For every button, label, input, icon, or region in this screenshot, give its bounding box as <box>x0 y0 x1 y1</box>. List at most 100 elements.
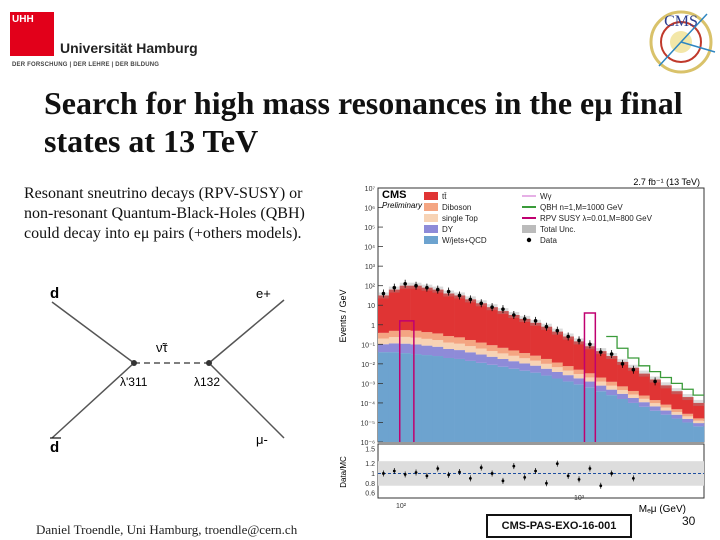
ratio-point <box>599 484 603 488</box>
bar-ttbar <box>682 397 694 414</box>
label-coupling-right: λ132 <box>194 375 220 389</box>
data-point <box>414 283 418 288</box>
feynman-diagram: d d e+ μ- ν̃τ λ'311 λ132 <box>50 285 285 456</box>
ratio-point <box>588 467 592 470</box>
y-tick-label: 10⁶ <box>364 206 375 213</box>
data-point <box>620 362 625 366</box>
ratio-point <box>447 473 451 477</box>
bar-ttbar <box>399 285 411 331</box>
uncertainty-band <box>693 399 704 406</box>
data-point <box>598 350 603 354</box>
bar-single-top <box>530 360 542 366</box>
bar-dy <box>649 406 661 411</box>
rpv-signal-line <box>583 312 597 442</box>
bar-dy <box>486 356 498 365</box>
bar-ttbar <box>693 402 705 419</box>
bar-diboson <box>530 355 542 361</box>
bar-single-top <box>617 390 629 394</box>
bar-wjets <box>410 354 422 442</box>
ratio-point <box>631 476 635 480</box>
bar-ttbar <box>530 322 542 356</box>
data-points <box>381 279 657 386</box>
bar-wjets <box>378 352 390 442</box>
x-axis-label: Mₑμ (GeV) <box>639 504 686 515</box>
y-tick-label: 10⁻⁵ <box>361 420 375 427</box>
bar-dy <box>627 397 640 403</box>
data-point <box>403 281 407 286</box>
page-number: 30 <box>682 514 696 528</box>
bar-single-top <box>443 342 455 349</box>
data-point <box>501 307 505 311</box>
bar-ttbar <box>606 356 618 382</box>
bar-dy <box>617 393 629 400</box>
label-d-bar: d <box>50 439 59 456</box>
bar-dy <box>573 378 585 385</box>
ratio-point <box>458 470 461 474</box>
university-logo-mark <box>10 12 54 56</box>
bar-wjets <box>595 391 607 442</box>
cms-logo-icon: CMS <box>645 2 717 74</box>
bar-wjets <box>671 418 683 442</box>
bar-dy <box>497 358 509 367</box>
legend-swatch <box>424 214 438 222</box>
legend-marker-data <box>526 237 532 243</box>
bar-wjets <box>606 395 618 442</box>
bar-diboson <box>378 332 390 339</box>
bar-ttbar <box>454 295 466 338</box>
bar-dy <box>682 418 694 423</box>
bar-ttbar <box>486 307 498 346</box>
university-tagline: DER FORSCHUNG | DER LEHRE | DER BILDUNG <box>12 62 160 68</box>
ratio-axis-label: Data/MC <box>339 456 348 488</box>
x-tick-1000: 10³ <box>574 495 585 502</box>
preliminary-label: Preliminary <box>382 201 423 210</box>
uncertainty-band <box>638 370 650 377</box>
bar-diboson <box>649 400 661 404</box>
bar-diboson <box>399 330 411 337</box>
bar-wjets <box>660 414 672 442</box>
bar-diboson <box>638 395 650 399</box>
bar-dy <box>519 363 531 371</box>
data-point <box>631 367 636 372</box>
bar-single-top <box>671 411 683 415</box>
ratio-axis-ticks: 1.5 1.2 1 0.8 0.6 <box>365 446 375 497</box>
bar-single-top <box>660 407 672 411</box>
bar-diboson <box>682 413 694 417</box>
bar-diboson <box>454 337 466 344</box>
bar-diboson <box>660 404 672 408</box>
legend-label: Diboson <box>442 203 471 212</box>
bar-diboson <box>464 339 477 347</box>
bar-single-top <box>475 348 487 355</box>
data-point <box>522 317 527 321</box>
y-tick-label: 10² <box>365 284 376 291</box>
bar-ttbar <box>508 315 520 351</box>
bar-diboson <box>627 390 640 395</box>
bar-wjets <box>573 384 585 442</box>
legend-label: Wγ <box>540 192 552 201</box>
y-axis-label: Events / GeV <box>338 289 348 342</box>
bar-wjets <box>530 372 542 442</box>
bar-wjets <box>617 399 629 442</box>
data-point <box>425 285 429 290</box>
bar-wjets <box>486 364 498 442</box>
label-muon: μ- <box>256 432 268 447</box>
bar-single-top <box>606 385 618 390</box>
ratio-point <box>436 467 440 470</box>
lepton-line-top <box>208 299 285 364</box>
bar-dy <box>388 343 401 353</box>
label-d-in: d <box>50 285 59 302</box>
legend-label: QBH n=1,M=1000 GeV <box>540 203 623 212</box>
bar-dy <box>530 365 542 373</box>
bar-dy <box>660 410 672 415</box>
bar-dy <box>399 343 411 354</box>
legend-label: W/jets+QCD <box>442 236 487 245</box>
bar-ttbar <box>421 287 433 333</box>
bar-wjets <box>443 357 455 442</box>
signal-curves <box>398 312 704 442</box>
ratio-point <box>414 471 418 474</box>
bar-dy <box>475 354 487 363</box>
cms-label: CMS <box>382 189 406 201</box>
y-tick-label: 10³ <box>365 264 376 271</box>
bar-wjets <box>584 387 596 442</box>
bar-diboson <box>432 333 444 341</box>
legend-swatch <box>424 203 438 211</box>
